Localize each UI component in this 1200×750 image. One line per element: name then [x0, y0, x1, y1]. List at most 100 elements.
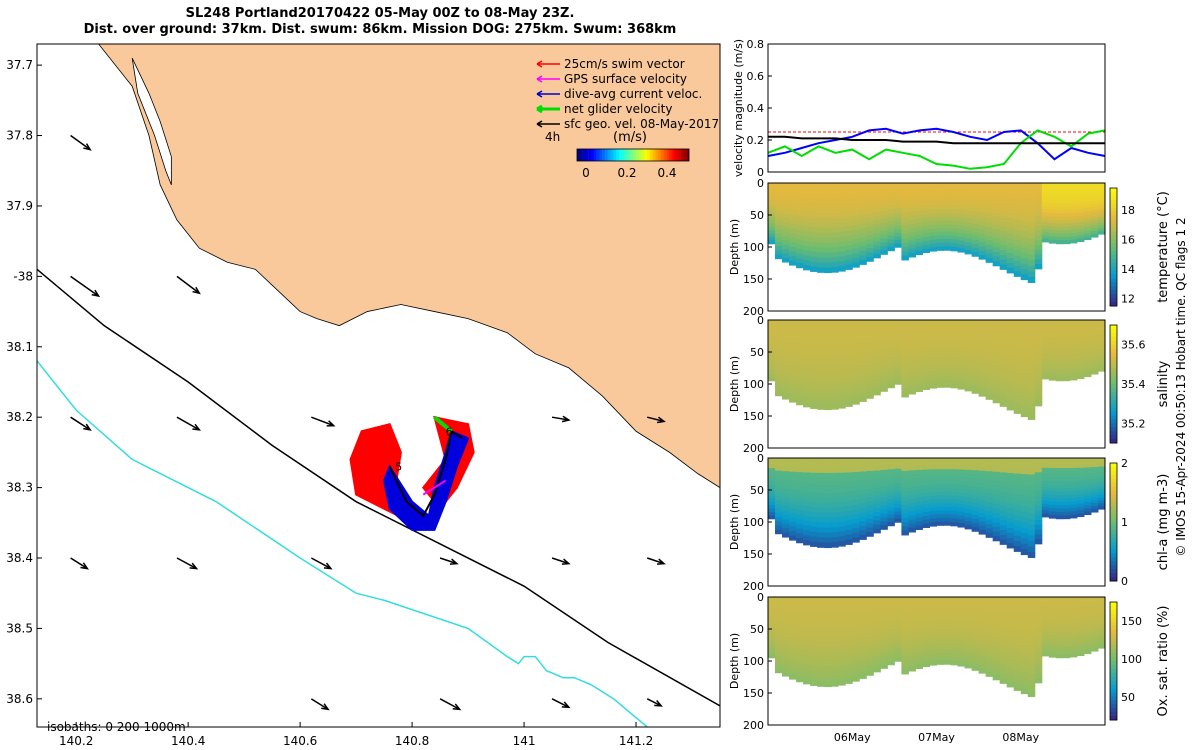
section-cell [768, 654, 776, 659]
section-cell [901, 354, 909, 359]
section-cell [985, 627, 994, 633]
section-cell [810, 241, 818, 248]
section-cell [796, 509, 804, 515]
section-cell [768, 199, 776, 204]
section-cell [999, 320, 1008, 326]
section-cell [985, 328, 994, 334]
inland-lake [131, 57, 172, 185]
section-cell [922, 198, 930, 203]
section-cell [810, 482, 818, 488]
section-cell [810, 403, 818, 409]
section-cell [887, 213, 895, 218]
section-cell [845, 387, 853, 393]
section-cell [1083, 622, 1092, 626]
section-cell [978, 366, 987, 372]
section-cell [999, 505, 1008, 512]
section-cell [964, 371, 973, 376]
section-cell [1048, 498, 1057, 502]
section-cell [1055, 610, 1064, 615]
section-cell [936, 376, 945, 381]
section-cell [789, 615, 797, 621]
section-cell [768, 336, 776, 341]
section-cell [901, 191, 909, 197]
section-cell [866, 380, 874, 386]
section-cell [852, 495, 860, 501]
section-cell [887, 198, 895, 203]
section-colorbar-cell [1110, 629, 1117, 634]
section-cell [796, 220, 804, 226]
section-cell [1048, 233, 1057, 237]
section-cell [901, 375, 909, 381]
section-cell [859, 673, 867, 679]
section-cell [880, 660, 888, 665]
section-cell [978, 374, 987, 380]
section-cell [1027, 597, 1036, 604]
section-cell [992, 329, 1001, 335]
section-cell [1062, 474, 1071, 479]
section-cell [789, 205, 797, 211]
section-cell [978, 462, 987, 467]
section-cell [985, 394, 994, 400]
section-cell [1034, 192, 1043, 198]
section-cell [950, 518, 959, 523]
section-cell [845, 673, 853, 680]
section-cell [1076, 493, 1085, 498]
section-cell [1069, 216, 1078, 221]
section-cell [929, 342, 937, 347]
section-cell [1048, 464, 1057, 469]
section-cell [838, 192, 846, 199]
section-cell [838, 251, 846, 257]
section-cell [845, 344, 853, 350]
section-cell [999, 515, 1008, 521]
section-cell [957, 381, 966, 386]
section-cell [775, 521, 783, 526]
section-cell [971, 609, 980, 614]
section-cell [775, 466, 783, 472]
section-cell [831, 611, 839, 618]
section-cell [894, 636, 902, 641]
section-cell [1027, 386, 1036, 393]
section-cell [768, 186, 776, 191]
section-cell [817, 257, 825, 263]
section-cell [845, 601, 853, 608]
section-cell [796, 538, 804, 544]
section-cell [789, 233, 797, 239]
section-cell [824, 656, 832, 663]
section-cell [866, 354, 874, 360]
section-cell [999, 367, 1008, 374]
section-cell [1020, 352, 1029, 359]
section-cell [1069, 603, 1078, 608]
section-cell [1006, 339, 1015, 346]
section-cell [915, 198, 923, 204]
section-cell [1069, 464, 1078, 469]
section-cell [950, 331, 959, 336]
section-cell [768, 644, 776, 649]
section-cell [782, 488, 790, 494]
section-cell [1013, 219, 1022, 226]
section-cell [1048, 326, 1057, 331]
section-cell [838, 467, 846, 474]
section-cell [838, 334, 846, 341]
section-cell [859, 624, 867, 630]
section-cell [964, 632, 973, 637]
section-cell [1090, 192, 1099, 196]
section-cell [1006, 222, 1015, 229]
section-cell [803, 611, 811, 617]
section-cell [894, 629, 902, 634]
section-ytick-label: 0 [757, 314, 764, 327]
section-cell [971, 625, 980, 631]
section-colorbar-frame [1109, 324, 1118, 444]
section-cell [803, 530, 811, 536]
section-cell [992, 467, 1001, 473]
section-cell [1083, 373, 1092, 378]
section-cell [866, 209, 874, 214]
section-cell [1083, 233, 1092, 237]
section-cell [894, 366, 902, 371]
section-cell [1069, 239, 1078, 244]
section-cell [1069, 458, 1078, 462]
section-cell [1055, 478, 1064, 483]
section-cell [1090, 612, 1099, 616]
section-cell [1020, 263, 1029, 270]
section-cell [908, 203, 916, 209]
section-cell [817, 492, 825, 499]
